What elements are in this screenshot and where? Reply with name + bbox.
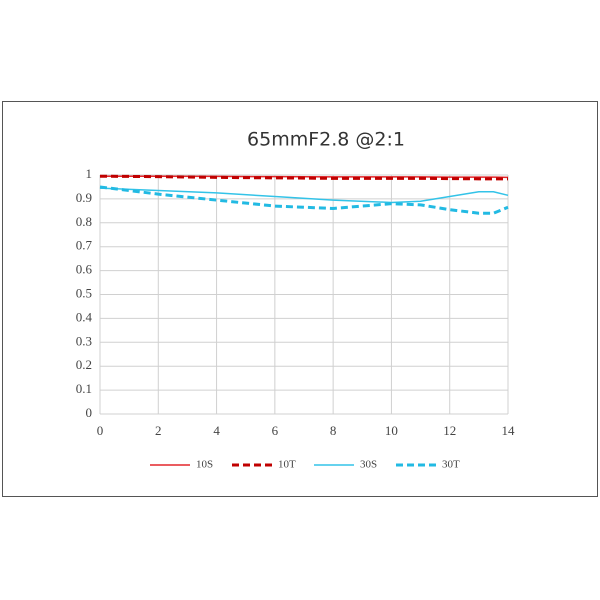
x-tick-label: 2 — [155, 423, 162, 438]
x-tick-label: 0 — [97, 423, 104, 438]
legend-label: 10S — [196, 459, 213, 471]
y-tick-label: 0.8 — [76, 214, 92, 229]
y-tick-label: 0.6 — [76, 262, 93, 277]
series-line — [99, 174, 508, 181]
series-line — [99, 185, 509, 215]
x-tick-label: 14 — [502, 423, 516, 438]
y-tick-label: 0.2 — [76, 357, 92, 372]
legend-label: 30S — [360, 459, 377, 471]
chart-title: 65mmF2.8 @2:1 — [247, 129, 405, 151]
y-tick-label: 0.7 — [76, 238, 93, 253]
x-tick-label: 8 — [330, 423, 337, 438]
y-tick-label: 0.1 — [76, 381, 92, 396]
y-tick-label: 0 — [86, 405, 93, 420]
legend-label: 10T — [278, 459, 296, 471]
y-tick-label: 0.3 — [76, 333, 92, 348]
chart-frame — [2, 101, 598, 497]
x-tick-label: 12 — [443, 423, 456, 438]
y-tick-label: 0.9 — [76, 190, 92, 205]
y-tick-label: 1 — [86, 166, 93, 181]
x-tick-label: 10 — [385, 423, 398, 438]
legend-label: 30T — [442, 459, 460, 471]
y-tick-label: 0.4 — [76, 309, 93, 324]
y-tick-label: 0.5 — [76, 285, 92, 300]
x-tick-label: 4 — [213, 423, 220, 438]
x-tick-label: 6 — [272, 423, 279, 438]
